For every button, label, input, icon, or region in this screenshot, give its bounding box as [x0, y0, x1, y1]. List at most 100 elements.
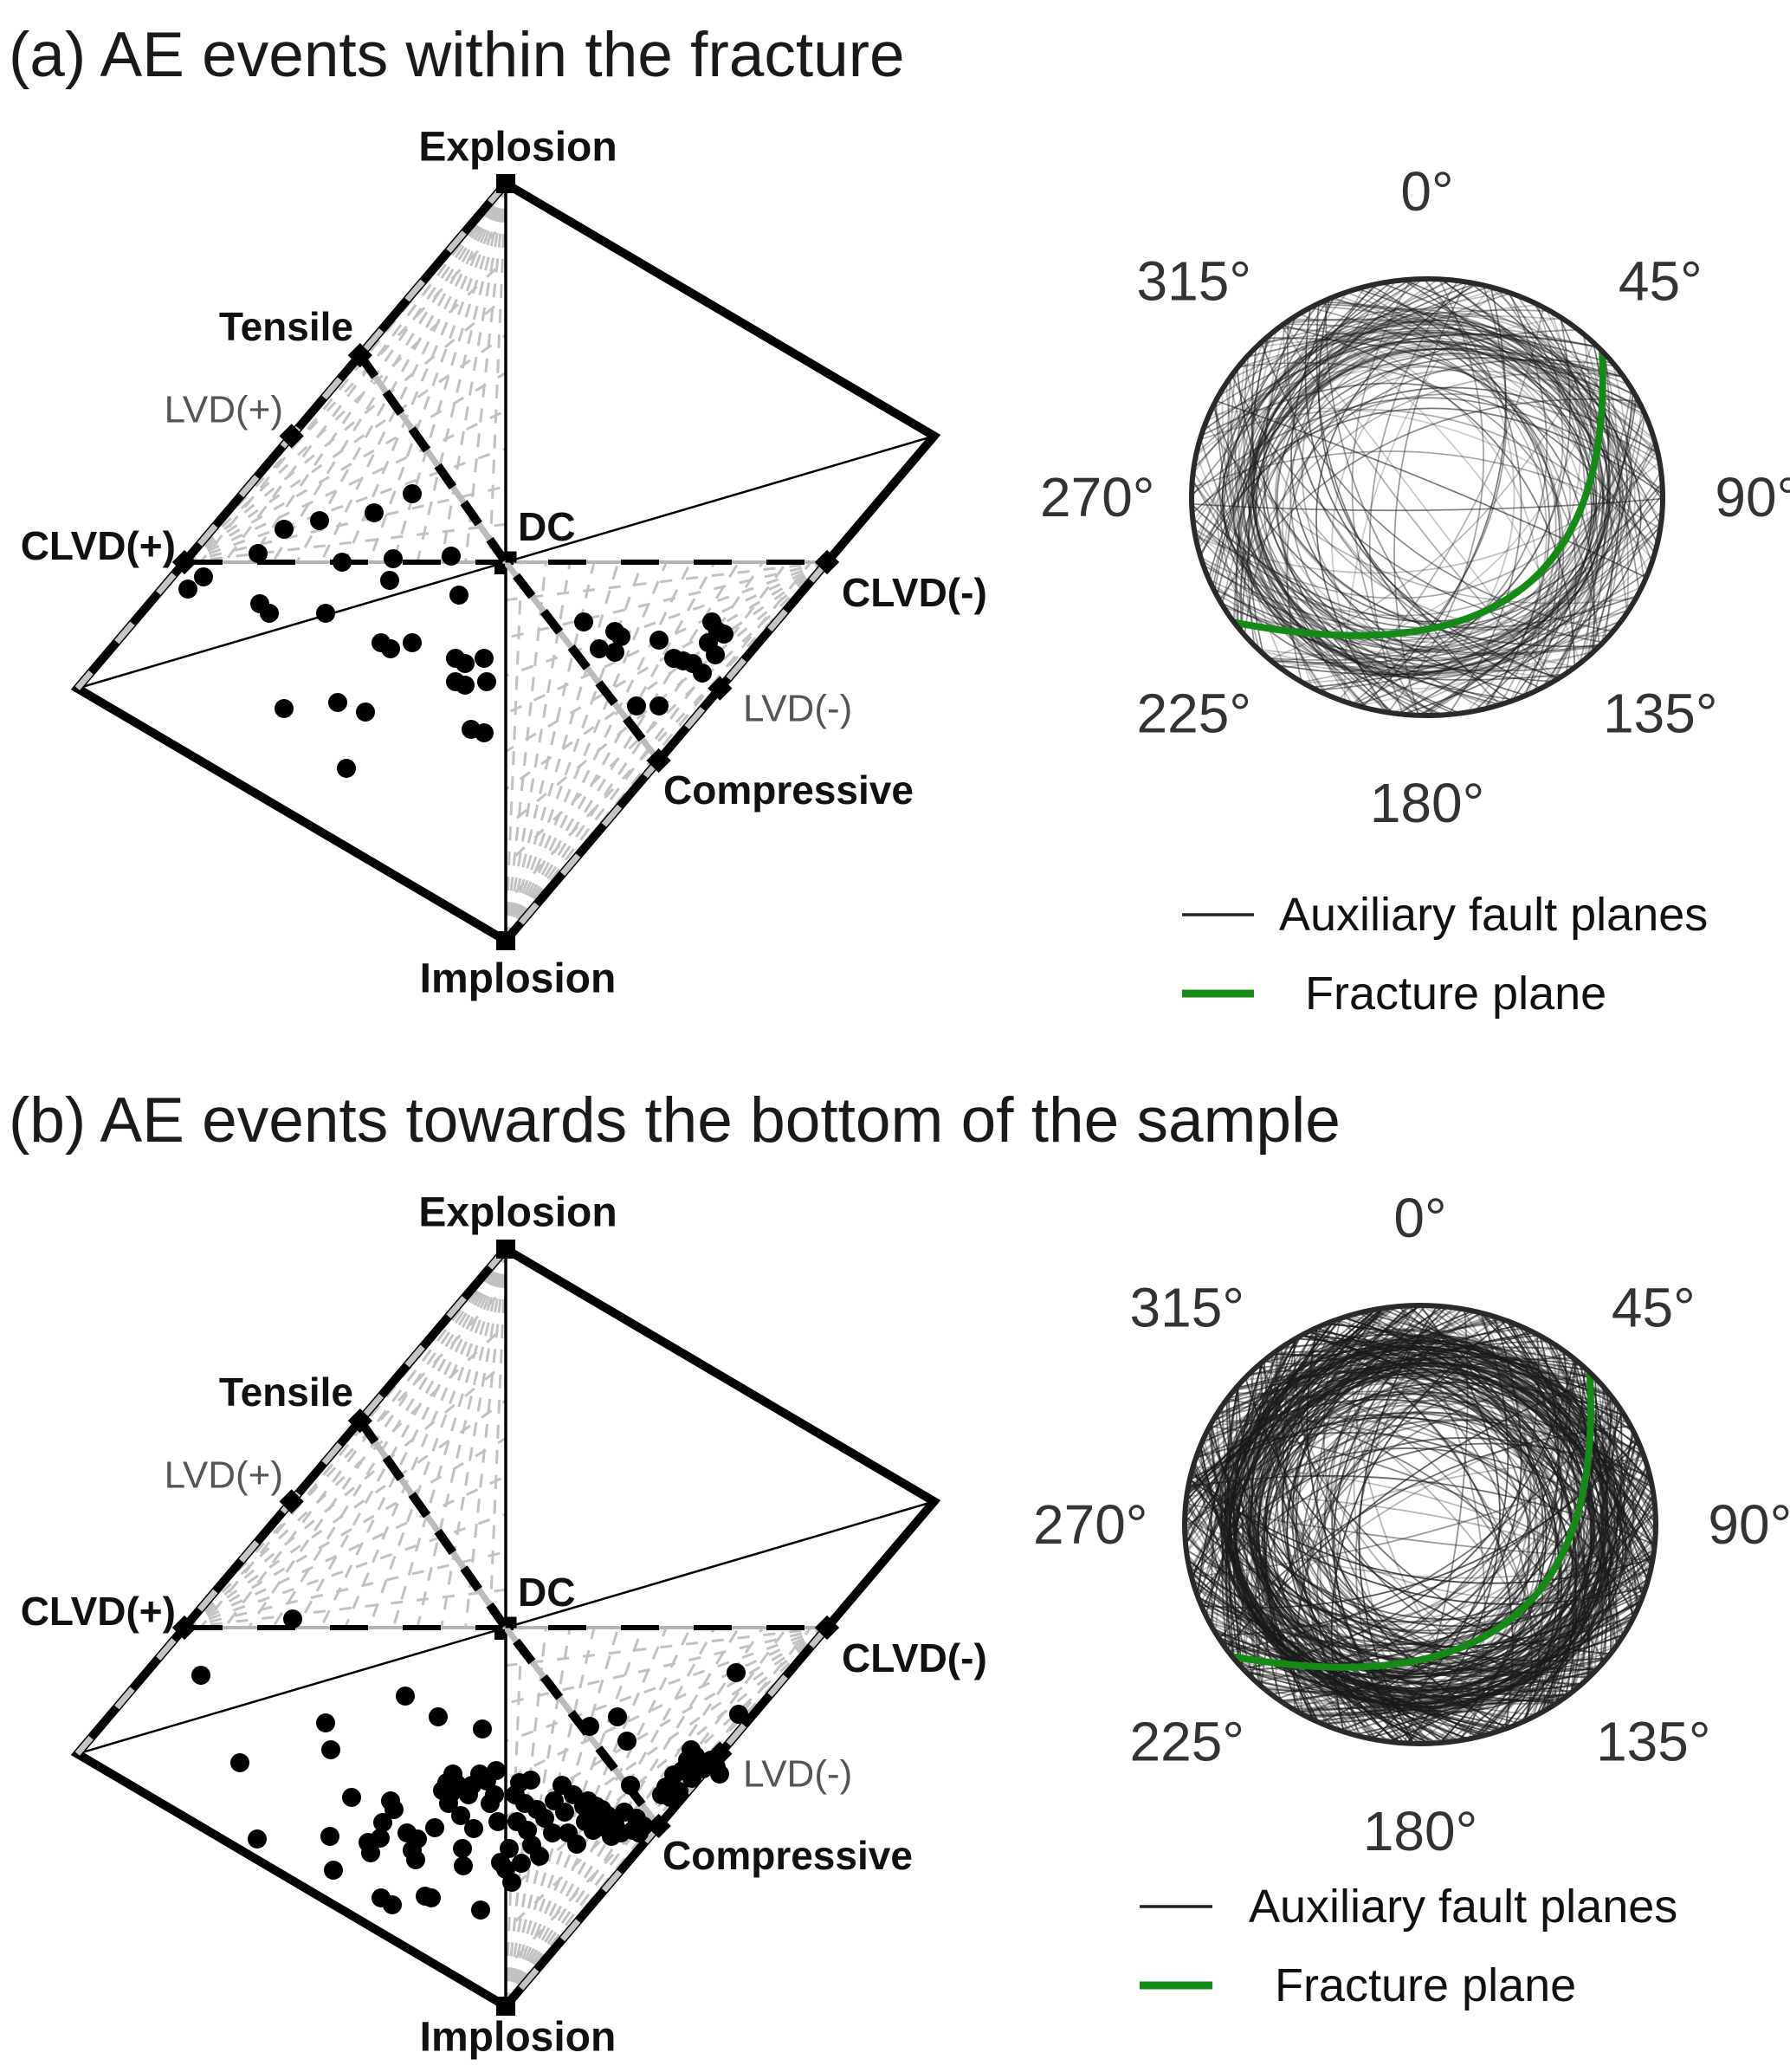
diamond-label-tensile: Tensile [219, 304, 353, 349]
aux-plane-arc [1315, 1307, 1432, 1744]
aux-plane-arc [1255, 1357, 1574, 1687]
aux-plane-arc [1191, 1472, 1647, 1605]
aux-plane-arc [1218, 281, 1468, 715]
aux-plane-arc [1245, 1346, 1562, 1686]
diamond-label-lvd: LVD(+) [165, 389, 283, 431]
marker-clvd-plus [171, 1615, 197, 1641]
aux-plane-arc [1192, 407, 1663, 515]
ae-event-dot [365, 503, 384, 522]
compass-label-225: 225° [1130, 1710, 1244, 1772]
ae-event-dot [403, 484, 422, 503]
aux-plane-arc [1310, 1330, 1544, 1722]
stereonet-rim [1182, 1303, 1658, 1746]
hatch-line [488, 1248, 507, 1628]
marker-implosion [496, 1997, 515, 2016]
diamond-label-clvd: CLVD(-) [842, 1635, 987, 1680]
aux-plane-arc [1402, 282, 1642, 715]
aux-plane-arc [1311, 301, 1604, 689]
aux-plane-arc [1237, 1385, 1599, 1674]
aux-plane-arc [1316, 303, 1612, 682]
aux-plane-arc [1201, 1398, 1641, 1604]
edge-lower-right-dash-overlay [503, 560, 830, 943]
hatch-line [504, 561, 572, 942]
aux-plane-arc [1243, 354, 1622, 673]
aux-plane-arc [1228, 314, 1629, 613]
aux-plane-arc [1219, 1305, 1425, 1744]
aux-plane-arc [1284, 316, 1561, 689]
hatch-line [488, 183, 507, 563]
aux-plane-arc [1192, 1494, 1655, 1694]
aux-plane-arc [1257, 312, 1624, 644]
ae-event-dot [324, 1861, 343, 1880]
aux-plane-arc [1234, 1319, 1494, 1734]
aux-plane-arc [1297, 1341, 1561, 1713]
hatch-line [505, 1626, 828, 1781]
stereonet-b: 0° 45° 90° 135° 180° 225° 270° 315° Auxiliary fa… [1033, 1187, 1790, 2011]
compass-label-180: 180° [1370, 772, 1484, 834]
aux-plane-arc [1216, 1393, 1625, 1636]
aux-plane-arc [1226, 1322, 1508, 1729]
hatch-line [223, 1248, 507, 1628]
aux-plane-arc [1302, 304, 1564, 683]
hatch-line [184, 1588, 507, 1629]
hatch-line [184, 1512, 507, 1629]
ae-event-dot [275, 699, 294, 718]
marker-explosion [496, 1240, 515, 1259]
hatch-line [367, 183, 507, 563]
ae-event-dot [425, 1818, 444, 1837]
aux-plane-arc [1257, 1346, 1561, 1716]
aux-plane-arc [1244, 1363, 1605, 1705]
ae-event-dot [543, 1823, 562, 1842]
diamond-label-implosion: Implosion [420, 956, 617, 1002]
ae-event-dot [260, 604, 279, 623]
legend-stereonet-a: Auxiliary fault planes Fracture plane [1182, 889, 1708, 1020]
aux-plane-arc [1237, 337, 1628, 613]
aux-plane-arc [1269, 342, 1594, 661]
aux-plane-arc [1276, 1350, 1562, 1700]
ae-event-dot [500, 1839, 519, 1858]
ae-event-dot [321, 1740, 340, 1759]
ae-event-dot [310, 511, 329, 530]
panel-a-title: (a) AE events within the fracture [9, 20, 905, 90]
ae-event-dot [403, 633, 422, 652]
compass-label-270: 270° [1040, 466, 1154, 528]
legend-aux-label: Auxiliary fault planes [1249, 1881, 1677, 1933]
aux-plane-arc [1227, 377, 1634, 676]
aux-plane-arc [1200, 449, 1658, 617]
aux-plane-arc [1186, 1361, 1656, 1553]
aux-plane-arc [1413, 1305, 1583, 1744]
aux-plane-arc [1304, 307, 1560, 679]
marker-tensile [347, 1408, 372, 1434]
diamond-label-lvd: LVD(-) [743, 1753, 852, 1796]
ae-event-dot [580, 1717, 599, 1736]
marker-clvd-minus [814, 1615, 840, 1641]
diamond-label-compressive: Compressive [663, 767, 914, 813]
aux-plane-arc [1290, 318, 1604, 683]
aux-plane-arc [1273, 352, 1605, 664]
aux-plane-arc [1237, 362, 1600, 646]
hatch-line [464, 183, 507, 563]
diamond-label-explosion: Explosion [418, 1190, 617, 1236]
diamond-label-clvd: CLVD(+) [21, 523, 176, 568]
ae-event-dot [442, 547, 461, 566]
aux-plane-arc [1250, 1350, 1568, 1697]
compass-label-45: 45° [1619, 250, 1703, 313]
ae-event-dot [328, 693, 347, 712]
hatch-line [504, 1627, 788, 2007]
hatch-line [295, 183, 507, 563]
ae-event-dot [710, 1764, 729, 1784]
aux-plane-arc [1186, 1412, 1652, 1566]
marker-compressive [646, 1813, 671, 1839]
legend-fracture-label: Fracture plane [1275, 1959, 1576, 2011]
auxiliary-fault-planes [1192, 279, 1663, 715]
aux-plane-arc [1228, 1402, 1618, 1653]
aux-plane-arc [1249, 290, 1496, 707]
aux-plane-arc [1241, 1320, 1499, 1732]
ae-event-dot [590, 639, 609, 658]
ae-event-dot [191, 1666, 210, 1685]
hatch-line [184, 1361, 507, 1629]
hatch-line [504, 1627, 620, 2007]
hatch-line [344, 1248, 507, 1628]
aux-plane-arc [1241, 357, 1625, 632]
